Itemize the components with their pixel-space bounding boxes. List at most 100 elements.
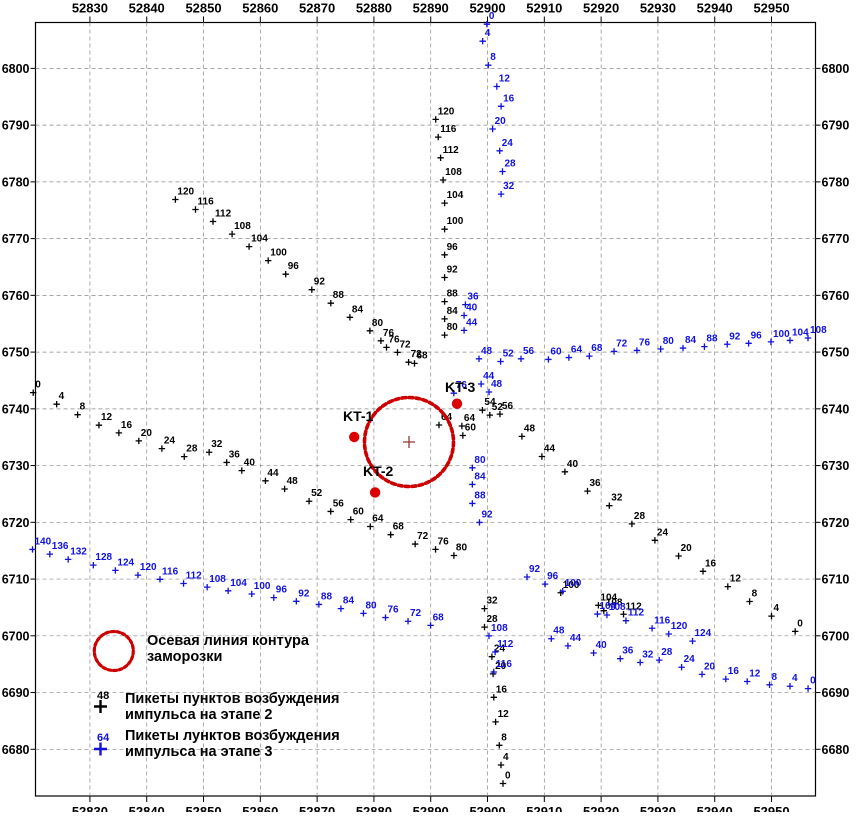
svg-text:52910: 52910	[526, 1, 562, 16]
svg-text:132: 132	[70, 546, 87, 557]
svg-text:4: 4	[774, 603, 780, 614]
svg-text:136: 136	[52, 541, 69, 552]
svg-text:52900: 52900	[469, 1, 505, 16]
svg-text:116: 116	[162, 566, 179, 577]
svg-text:52: 52	[492, 402, 504, 413]
svg-text:92: 92	[298, 588, 310, 599]
svg-text:48: 48	[524, 423, 536, 434]
svg-text:20: 20	[141, 428, 153, 439]
svg-text:100: 100	[270, 248, 287, 259]
svg-text:8: 8	[752, 589, 758, 600]
svg-text:12: 12	[498, 709, 510, 720]
svg-text:56: 56	[502, 401, 514, 412]
svg-text:76: 76	[639, 337, 651, 348]
svg-text:52900: 52900	[469, 804, 505, 812]
svg-text:52940: 52940	[697, 804, 733, 812]
svg-text:124: 124	[117, 557, 134, 568]
svg-text:120: 120	[177, 187, 194, 198]
svg-text:60: 60	[465, 423, 477, 434]
svg-text:64: 64	[372, 514, 384, 525]
svg-text:6680: 6680	[822, 743, 850, 757]
svg-text:6760: 6760	[822, 289, 850, 303]
svg-text:96: 96	[288, 261, 300, 272]
svg-text:52840: 52840	[129, 804, 165, 812]
svg-text:52830: 52830	[72, 1, 108, 16]
svg-text:112: 112	[186, 571, 203, 582]
svg-text:28: 28	[505, 159, 517, 170]
svg-text:100: 100	[254, 581, 271, 592]
svg-text:60: 60	[550, 347, 562, 358]
svg-text:52870: 52870	[299, 804, 335, 812]
svg-text:88: 88	[447, 289, 459, 300]
svg-text:20: 20	[704, 661, 716, 672]
svg-text:12: 12	[730, 574, 742, 585]
svg-text:92: 92	[447, 265, 459, 276]
svg-text:32: 32	[503, 181, 515, 192]
svg-text:96: 96	[547, 571, 559, 582]
svg-text:68: 68	[417, 350, 429, 361]
svg-text:96: 96	[447, 242, 459, 253]
svg-text:8: 8	[80, 402, 86, 413]
svg-text:104: 104	[230, 578, 247, 589]
svg-text:36: 36	[622, 646, 634, 657]
svg-text:108: 108	[609, 602, 626, 613]
svg-text:60: 60	[353, 507, 365, 518]
svg-text:80: 80	[474, 455, 486, 466]
svg-text:52860: 52860	[242, 804, 278, 812]
svg-text:84: 84	[447, 306, 459, 317]
svg-text:100: 100	[565, 578, 582, 589]
svg-text:0: 0	[810, 676, 816, 687]
svg-text:6760: 6760	[2, 289, 30, 303]
svg-text:80: 80	[366, 600, 378, 611]
svg-text:36: 36	[229, 449, 241, 460]
svg-text:72: 72	[400, 339, 412, 350]
svg-text:56: 56	[523, 346, 535, 357]
svg-text:84: 84	[685, 335, 697, 346]
svg-text:0: 0	[797, 618, 803, 629]
svg-text:52950: 52950	[753, 804, 789, 812]
svg-text:64: 64	[571, 345, 583, 356]
svg-text:140: 140	[35, 536, 52, 547]
svg-text:56: 56	[333, 498, 345, 509]
svg-text:6740: 6740	[822, 402, 850, 416]
svg-text:68: 68	[393, 522, 405, 533]
svg-text:32: 32	[487, 596, 499, 607]
svg-text:импульса на этапе 3: импульса на этапе 3	[125, 744, 272, 760]
svg-text:32: 32	[211, 439, 223, 450]
svg-text:28: 28	[634, 511, 646, 522]
svg-text:6770: 6770	[822, 232, 850, 246]
svg-text:44: 44	[570, 633, 582, 644]
svg-text:8: 8	[490, 52, 496, 63]
svg-text:52920: 52920	[583, 804, 619, 812]
svg-text:48: 48	[491, 379, 503, 390]
svg-text:6770: 6770	[2, 232, 30, 246]
svg-text:6780: 6780	[2, 175, 30, 189]
svg-text:Осевая линия контура: Осевая линия контура	[147, 633, 310, 649]
svg-text:52890: 52890	[413, 804, 449, 812]
svg-text:24: 24	[657, 527, 669, 538]
svg-text:6750: 6750	[822, 346, 850, 360]
svg-text:116: 116	[654, 615, 671, 626]
svg-text:108: 108	[810, 325, 827, 336]
svg-text:64: 64	[97, 732, 110, 744]
svg-text:6790: 6790	[2, 119, 30, 133]
svg-text:6730: 6730	[2, 459, 30, 473]
svg-text:6720: 6720	[822, 516, 850, 530]
svg-text:76: 76	[388, 605, 400, 616]
svg-text:80: 80	[456, 543, 468, 554]
svg-text:112: 112	[628, 608, 645, 619]
svg-text:Пикеты лунктов возбуждения: Пикеты лунктов возбуждения	[125, 728, 340, 744]
svg-text:84: 84	[352, 304, 364, 315]
svg-text:4: 4	[503, 752, 509, 763]
svg-text:6710: 6710	[822, 573, 850, 587]
svg-text:0: 0	[489, 11, 495, 22]
svg-text:6740: 6740	[2, 402, 30, 416]
svg-text:100: 100	[773, 329, 790, 340]
svg-text:84: 84	[474, 471, 486, 482]
svg-text:52860: 52860	[242, 1, 278, 16]
svg-text:48: 48	[553, 626, 565, 637]
svg-text:48: 48	[481, 346, 493, 357]
svg-text:92: 92	[314, 277, 326, 288]
svg-text:8: 8	[772, 672, 778, 683]
svg-text:28: 28	[661, 647, 673, 658]
